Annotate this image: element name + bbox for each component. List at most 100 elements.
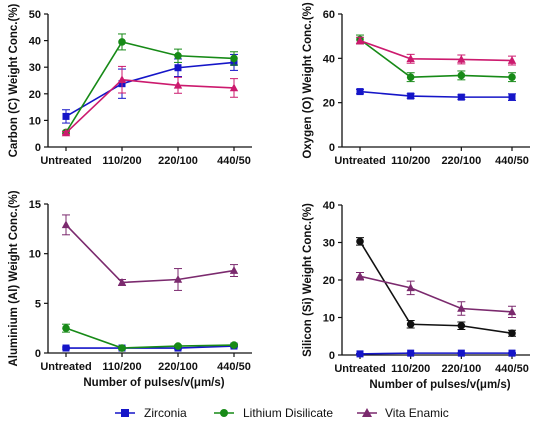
silicon-zirconia-point (457, 349, 465, 357)
oxygen-vita-enamic-point (457, 54, 466, 63)
silicon-vita-enamic-point (406, 283, 415, 292)
aluminium-x-tick-label: 110/200 (102, 361, 141, 373)
carbon-zirconia-point (174, 64, 182, 72)
aluminium-lithium-disilicate-point (174, 342, 182, 350)
oxygen-series-zirconia (356, 88, 516, 101)
oxygen-y-tick-label: 0 (329, 142, 335, 154)
aluminium-x-tick-label: 220/100 (158, 361, 198, 373)
carbon-series-vita-enamic (61, 65, 239, 137)
carbon-x-tick-label: Untreated (40, 155, 91, 167)
aluminium-y-tick-label: 0 (35, 348, 41, 360)
aluminium-y-tick-label: 5 (35, 298, 41, 310)
carbon-y-axis-title: Carbon (C) Weight Conc.(%) (8, 3, 20, 157)
aluminium-lithium-disilicate-point (230, 341, 238, 349)
oxygen-lithium-disilicate-point (508, 73, 516, 81)
carbon-vita-enamic-line (65, 78, 235, 134)
carbon-lithium-disilicate-point (174, 51, 182, 60)
panel-oxygen: 0 20 40 60 Untreated 110/200 220/100 440/50 Oxyg… (302, 2, 530, 167)
oxygen-lithium-disilicate-point (457, 71, 466, 80)
carbon-y-tick-label: 30 (29, 62, 41, 74)
carbon-x-tick-label: 440/50 (217, 155, 251, 167)
oxygen-lithium-disilicate-point (406, 73, 415, 81)
silicon-y-tick-label: 40 (323, 200, 335, 212)
oxygen-y-tick-label: 20 (323, 98, 335, 110)
silicon-series-lithium-disilicate (356, 237, 516, 338)
silicon-y-axis-title: Silicon (Si) Weight Conc.(%) (302, 203, 314, 357)
carbon-vita-enamic-point (173, 80, 183, 89)
aluminium-y-tick-label: 15 (29, 199, 41, 211)
silicon-vita-enamic-line (359, 275, 513, 313)
aluminium-zirconia-line (66, 345, 235, 349)
carbon-zirconia-line (65, 61, 235, 118)
aluminium-y-axis-title: Aluminium (Al) Weight Conc.(%) (8, 190, 20, 366)
silicon-zirconia-point (356, 350, 364, 358)
silicon-lithium-disilicate-point (356, 237, 364, 246)
oxygen-series-lithium-disilicate (356, 34, 516, 83)
aluminium-y-tick-label: 10 (29, 249, 41, 261)
silicon-y-tick-label: 20 (323, 275, 335, 287)
carbon-y-tick-label: 0 (35, 142, 41, 154)
oxygen-vita-enamic-point (507, 56, 517, 64)
silicon-lithium-disilicate-point (457, 321, 466, 330)
silicon-series-zirconia (356, 349, 516, 358)
legend-marker-zirconia (121, 409, 129, 417)
aluminium-x-tick-label: Untreated (40, 361, 91, 373)
carbon-vita-enamic-point (61, 128, 71, 137)
silicon-x-tick-label: Untreated (334, 363, 385, 375)
aluminium-series-vita-enamic (61, 214, 239, 291)
carbon-lithium-disilicate-point (118, 38, 126, 46)
legend-label-vita-enamic: Vita Enamic (385, 406, 449, 420)
silicon-vita-enamic-point (457, 304, 466, 312)
legend-label-zirconia: Zirconia (144, 406, 187, 420)
aluminium-zirconia-point (62, 344, 70, 352)
panel-carbon: 0 10 20 30 40 50 Untreated 110/200 220/100 440/50… (8, 3, 252, 167)
oxygen-vita-enamic-point (355, 36, 365, 44)
silicon-zirconia-point (407, 349, 415, 357)
legend-item-zirconia: Zirconia (115, 406, 187, 420)
oxygen-zirconia-line (359, 90, 512, 98)
aluminium-vita-enamic-point (229, 266, 239, 274)
carbon-x-tick-label: 220/100 (158, 155, 198, 167)
oxygen-x-tick-label: 220/100 (441, 155, 481, 167)
silicon-x-tick-label: 110/200 (391, 363, 430, 375)
aluminium-x-axis-title: Number of pulses/v(μm/s) (83, 377, 224, 389)
carbon-vita-enamic-point (229, 83, 239, 92)
carbon-series-lithium-disilicate (62, 33, 238, 137)
oxygen-zirconia-point (508, 93, 516, 101)
aluminium-vita-enamic-line (65, 224, 235, 284)
carbon-y-tick-label: 40 (29, 36, 41, 48)
aluminium-lithium-disilicate-line (65, 327, 235, 349)
silicon-lithium-disilicate-point (406, 320, 415, 329)
oxygen-zirconia-point (407, 92, 415, 100)
carbon-lithium-disilicate-point (230, 54, 238, 63)
oxygen-vita-enamic-point (406, 54, 415, 63)
oxygen-series-vita-enamic (355, 36, 517, 66)
silicon-lithium-disilicate-point (508, 329, 516, 338)
oxygen-zirconia-point (356, 88, 364, 96)
oxygen-vita-enamic-line (359, 39, 513, 62)
legend-label-lithium-disilicate: Lithium Disilicate (243, 406, 333, 420)
oxygen-x-tick-label: 110/200 (391, 155, 430, 167)
silicon-x-tick-label: 440/50 (495, 363, 529, 375)
silicon-x-tick-label: 220/100 (441, 363, 481, 375)
aluminium-lithium-disilicate-point (118, 344, 126, 352)
panel-aluminium: 0 5 10 15 Untreated 110/200 220/100 440/50 Alumi… (8, 190, 252, 389)
legend-item-vita-enamic: Vita Enamic (357, 406, 449, 420)
legend: Zirconia Lithium Disilicate Vita Enamic (115, 406, 449, 420)
silicon-lithium-disilicate-line (359, 240, 513, 335)
legend-marker-vita-enamic (362, 408, 372, 417)
panel-silicon: 0 10 20 30 40 Untreated 110/200 220/100 440/50 Si… (302, 200, 530, 391)
oxygen-lithium-disilicate-line (359, 38, 513, 78)
aluminium-vita-enamic-point (61, 220, 71, 229)
legend-item-lithium-disilicate: Lithium Disilicate (214, 406, 333, 420)
aluminium-series-lithium-disilicate (62, 323, 238, 352)
silicon-y-tick-label: 30 (323, 238, 335, 250)
carbon-lithium-disilicate-line (65, 41, 235, 133)
carbon-zirconia-point (62, 112, 70, 120)
silicon-zirconia-point (508, 349, 516, 357)
silicon-vita-enamic-point (355, 271, 365, 280)
carbon-x-tick-label: 110/200 (102, 155, 141, 167)
oxygen-y-axis-title: Oxygen (O) Weight Conc.(%) (302, 2, 314, 158)
carbon-series-zirconia (62, 53, 238, 124)
